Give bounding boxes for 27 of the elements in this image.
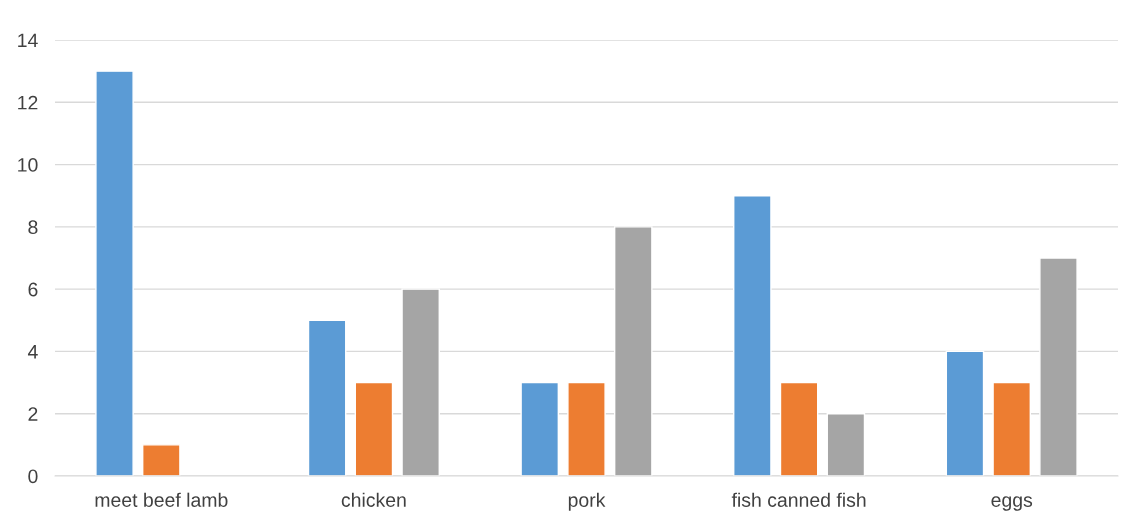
y-tick-label: 4 (27, 345, 38, 359)
bar (992, 381, 1031, 476)
y-tick-label: 0 (28, 469, 38, 484)
y-tick-label: 12 (18, 95, 38, 110)
bar (142, 444, 181, 476)
x-tick-label: meet beef lamb (95, 492, 228, 507)
x-tick-label: chicken (341, 492, 406, 507)
bar (567, 381, 606, 476)
x-tick-label: fish canned fish (731, 492, 866, 507)
bar (520, 381, 560, 476)
bar (95, 70, 134, 476)
bar (613, 226, 653, 476)
bar (945, 350, 985, 476)
bar (354, 381, 394, 476)
x-tick-label: pork (568, 492, 606, 511)
y-tick-label: 8 (28, 220, 38, 235)
bar (779, 381, 819, 476)
bar (1039, 257, 1078, 476)
bar (733, 195, 772, 476)
y-tick-label: 14 (18, 33, 38, 48)
y-tick-label: 10 (18, 158, 38, 172)
y-tick-label: 2 (28, 407, 38, 421)
x-tick-label: eggs (991, 496, 1033, 511)
y-tick-label: 6 (28, 282, 38, 297)
bar (307, 319, 347, 476)
bar (826, 413, 866, 476)
bar (401, 288, 440, 476)
